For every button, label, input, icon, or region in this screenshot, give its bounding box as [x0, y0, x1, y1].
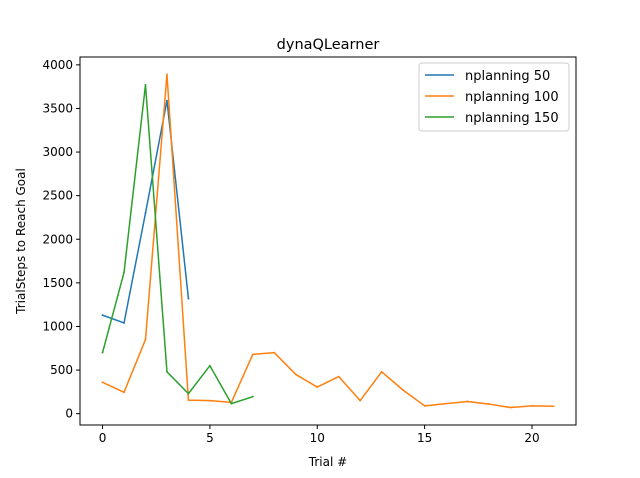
x-axis-ticks: 0 5 10 15 20 [99, 425, 540, 445]
x-tick-label: 5 [206, 431, 214, 445]
x-axis-label: Trial # [308, 455, 347, 469]
data-point [251, 353, 254, 356]
data-point [423, 404, 426, 407]
data-point [123, 271, 125, 274]
data-point [101, 381, 104, 384]
plot-frame [79, 56, 577, 426]
data-point [209, 399, 211, 402]
y-tick-label: 4000 [42, 58, 73, 72]
y-tick-label: 2500 [42, 189, 73, 203]
data-point [123, 391, 125, 394]
data-point [144, 84, 147, 86]
y-tick-label: 3000 [42, 145, 73, 159]
data-point [166, 73, 168, 76]
data-point [123, 322, 125, 324]
y-tick-label: 1500 [42, 276, 73, 290]
data-point [230, 402, 233, 405]
x-tick-label: 15 [417, 431, 432, 445]
data-point [294, 373, 297, 376]
y-tick-label: 500 [50, 363, 73, 377]
legend: nplanning 50 nplanning 100 nplanning 150 [418, 62, 570, 132]
data-point [466, 400, 469, 403]
data-point [166, 99, 168, 102]
y-axis-ticks: 0 500 1000 1500 2000 2500 3000 3500 4000 [42, 58, 80, 421]
data-point [101, 314, 104, 317]
x-tick-label: 10 [310, 431, 325, 445]
data-point [209, 364, 211, 367]
data-point [144, 212, 147, 214]
legend-label: nplanning 100 [465, 90, 559, 105]
data-point [273, 351, 276, 354]
data-point [380, 370, 383, 373]
data-point [552, 405, 555, 408]
data-point [337, 375, 340, 378]
data-point [101, 351, 104, 354]
data-point [488, 403, 490, 405]
data-point [445, 402, 447, 405]
data-point [509, 406, 512, 409]
data-point [359, 399, 362, 402]
data-point [251, 395, 254, 398]
x-tick-label: 0 [99, 431, 107, 445]
data-point [316, 386, 319, 388]
data-point [187, 399, 190, 402]
y-tick-label: 0 [65, 407, 73, 421]
data-point [187, 392, 190, 395]
y-axis-label: TrialSteps to Reach Goal [14, 168, 28, 315]
y-tick-label: 2000 [42, 232, 73, 246]
series-layer [101, 73, 555, 409]
x-tick-label: 20 [524, 431, 539, 445]
data-point [402, 389, 405, 392]
data-point [144, 338, 147, 341]
chart-title: dynaQLearner [277, 37, 380, 53]
legend-label: nplanning 150 [465, 111, 559, 126]
data-point [166, 370, 168, 373]
y-tick-label: 3500 [42, 101, 73, 115]
series-line-2 [101, 73, 555, 409]
series-line-3 [101, 84, 254, 405]
data-point [531, 404, 533, 407]
legend-label: nplanning 50 [465, 69, 550, 84]
data-point [187, 297, 190, 300]
y-tick-label: 1000 [42, 319, 73, 333]
legend-box [418, 62, 570, 132]
